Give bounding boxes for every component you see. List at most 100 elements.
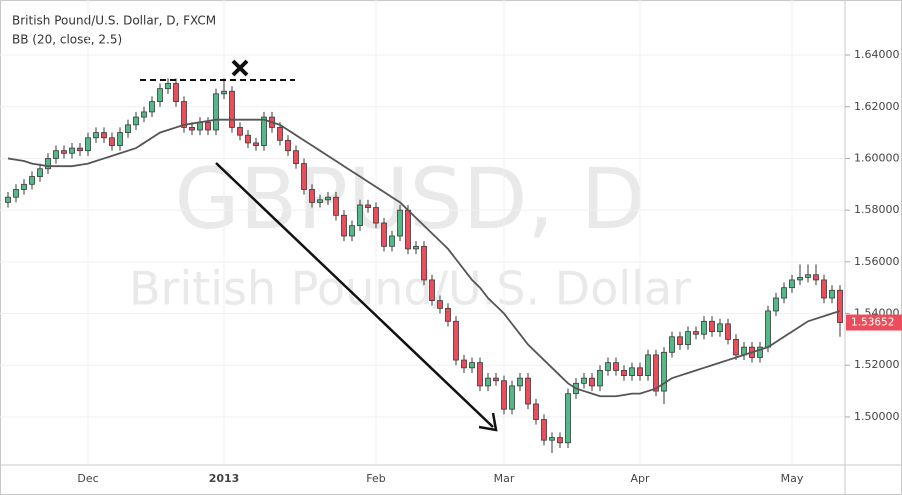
candle-body [461,359,467,369]
candle-body [429,279,435,302]
candle-body [309,189,315,203]
candle-body [157,88,163,102]
candle-body [813,274,819,281]
candle-body [765,310,771,348]
candle-body [717,323,723,333]
moving-average [7,118,841,398]
candle-body [317,199,323,203]
candle-body [613,362,619,371]
candle-body [581,377,587,384]
candle-body [701,320,707,335]
candle-body [325,196,331,201]
candle-body [373,207,379,224]
candle-body [437,300,443,309]
y-tick-label: 1.60000 [854,151,900,164]
trend-arrow [215,162,494,428]
candle-body [213,93,219,131]
candle-body [565,393,571,444]
candle-body [45,158,51,170]
x-tick-label: Dec [77,472,98,485]
candle-body [421,245,427,281]
candle-body [733,338,739,356]
candle-body [589,377,595,387]
candle-body [85,137,91,152]
watermark-subtitle: British Pound/U.S. Dollar [129,262,691,316]
last-price-box [846,314,902,331]
y-tick-label: 1.64000 [854,48,900,61]
candle-body [189,127,195,131]
x-tick-label: Mar [494,472,515,485]
candle-body [597,369,603,387]
candle-body [621,369,627,376]
candle-body [709,320,715,333]
candle-body [141,111,147,118]
candle-body [349,225,355,237]
candle-body [805,274,811,278]
candle-body [405,209,411,250]
candle-body [117,132,123,146]
candle-body [205,121,211,131]
candle-body [77,147,83,152]
candle-body [533,403,539,420]
candle-body [173,83,179,102]
candle-body [181,101,187,128]
candle-body [757,346,763,358]
candle-body [221,90,227,95]
candle-body [821,279,827,299]
candle-body [37,168,43,177]
candle-body [837,289,843,323]
candle-body [653,354,659,392]
candle-body [133,116,139,126]
candle-body [5,196,11,203]
candle-body [29,176,35,185]
candle-body [237,127,243,136]
plot-area [0,0,845,465]
candle-body [165,83,171,90]
candle-body [413,245,419,250]
x-tick-label: Apr [630,472,650,485]
candle-body [245,134,251,144]
y-tick-label: 1.52000 [854,358,900,371]
candle-body [477,362,483,387]
y-tick-label: 1.62000 [854,100,900,113]
candle-body [61,150,67,154]
candle-body [445,307,451,322]
arrow-head [478,412,498,432]
x-tick-label: 2013 [209,472,240,485]
x-tick-label: Feb [366,472,385,485]
candle-body [149,101,155,113]
candle-body [69,147,75,154]
candle-body [229,90,235,128]
candle-body [605,362,611,371]
candle-body [509,385,515,410]
candle-body [677,336,683,345]
candle-body [277,127,283,141]
candle-body [293,150,299,165]
candle-body [661,351,667,392]
candle-body [301,163,307,190]
y-tick-label: 1.58000 [854,203,900,216]
candle-body [109,137,115,146]
candle-body [725,323,731,340]
chart-title: British Pound/U.S. Dollar, D, FXCM [12,14,216,28]
candle-body [517,377,523,387]
candle-body [253,142,259,146]
last-price-label: 1.53652 [851,317,894,329]
candle-body [629,367,635,376]
candle-body [829,289,835,299]
indicator-label: BB (20, close, 2.5) [12,33,122,47]
candle-body [557,437,563,444]
candle-body [797,276,803,281]
candle-body [93,132,99,139]
candle-body [669,336,675,353]
x-marker [231,59,249,77]
candle-body [493,377,499,382]
candle-body [13,189,19,198]
candle-body [685,331,691,345]
candle-body [125,124,131,133]
candle-body [357,204,363,227]
candle-body [549,437,555,441]
candle-body [261,116,267,146]
